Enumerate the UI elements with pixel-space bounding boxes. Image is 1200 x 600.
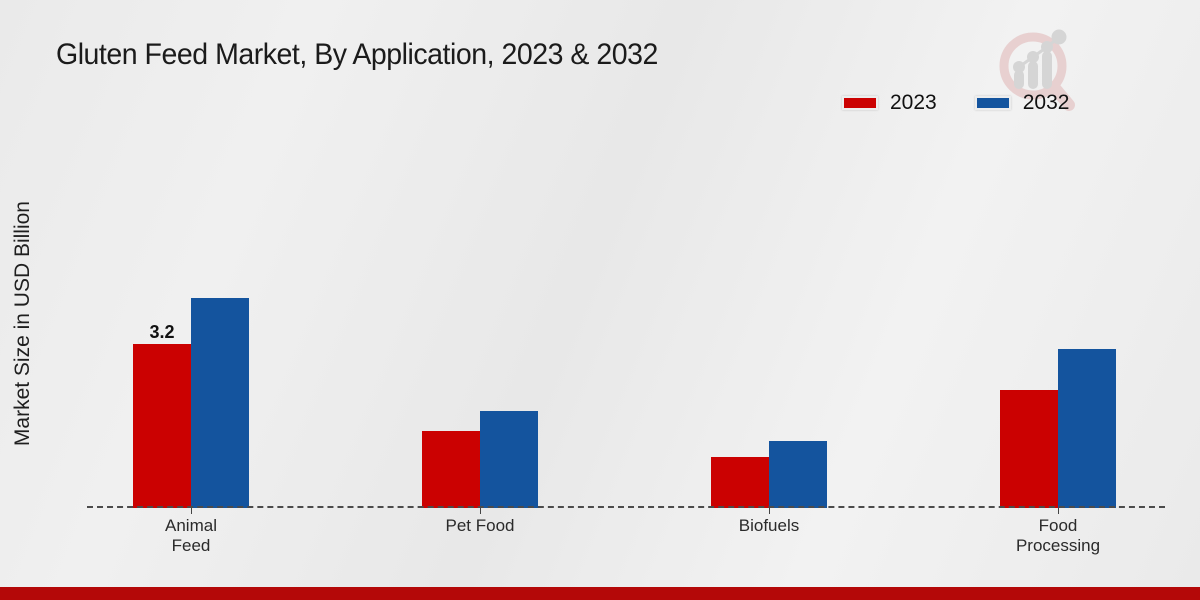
- legend-item-2032: 2032: [974, 91, 1070, 115]
- bar-2032-food-processing: [1058, 349, 1116, 508]
- x-axis-tick-animal-feed: [191, 508, 192, 514]
- legend: 2023 2032: [842, 91, 1069, 115]
- bar-2032-biofuels: [769, 441, 827, 508]
- legend-label-2032: 2032: [1022, 91, 1070, 114]
- bar-2023-food-processing: [1000, 390, 1058, 508]
- x-axis-baseline: [87, 506, 1165, 508]
- analytics-magnifier-icon: [999, 29, 1075, 111]
- bar-2023-biofuels: [711, 457, 769, 508]
- category-label-animal-feed: Animal Feed: [165, 516, 217, 555]
- chart-title: Gluten Feed Market, By Application, 2023…: [56, 38, 658, 71]
- legend-label-2023: 2023: [890, 91, 937, 114]
- bar-2032-animal-feed: [191, 298, 249, 508]
- x-axis-tick-food-processing: [1058, 508, 1059, 514]
- bar-2032-pet-food: [480, 411, 538, 508]
- x-axis-tick-biofuels: [769, 508, 770, 514]
- category-label-biofuels: Biofuels: [738, 516, 800, 535]
- bar-2023-animal-feed: [133, 344, 191, 508]
- footer-accent-bar: [0, 587, 1200, 600]
- legend-swatch-2023: [842, 96, 878, 110]
- legend-item-2023: 2023: [842, 91, 937, 115]
- category-label-food-processing: Food Processing: [1015, 516, 1101, 555]
- x-axis-tick-pet-food: [480, 508, 481, 514]
- legend-swatch-2032: [974, 96, 1011, 110]
- value-label-2023-animal-feed: 3.2: [149, 322, 175, 342]
- category-label-pet-food: Pet Food: [445, 516, 515, 535]
- bar-2023-pet-food: [422, 431, 480, 508]
